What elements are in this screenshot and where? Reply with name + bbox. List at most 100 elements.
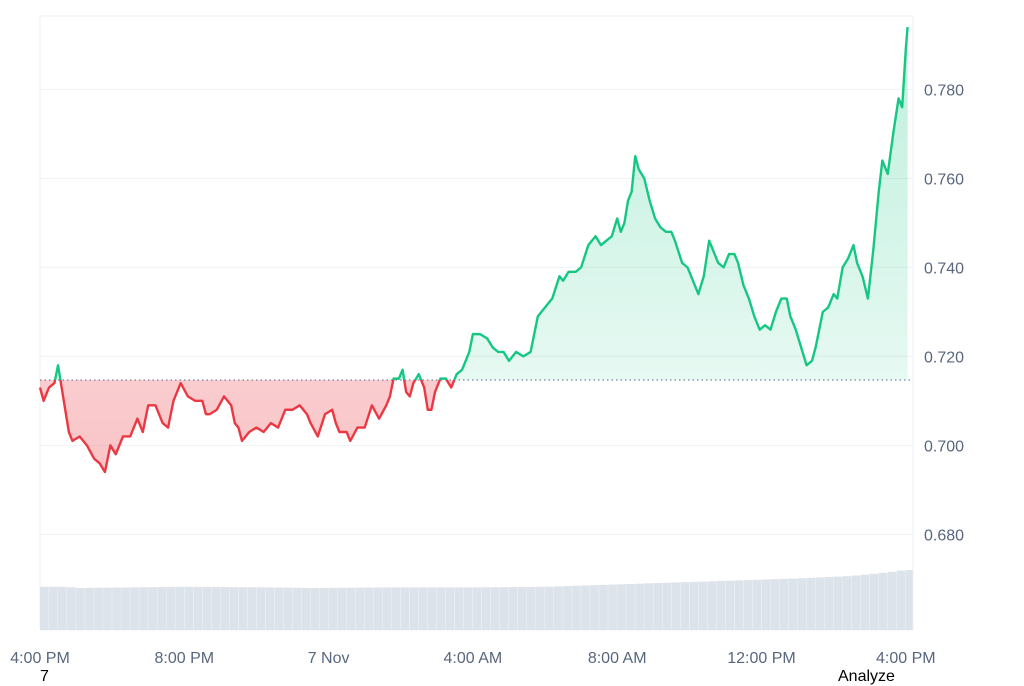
- volume-bar: [508, 587, 518, 630]
- area-above-baseline: [40, 27, 908, 380]
- volume-bar: [400, 587, 410, 630]
- footer-left-text: 7: [40, 668, 49, 685]
- price-lines: [38, 27, 909, 474]
- x-tick-label: 7 Nov: [308, 650, 350, 667]
- volume-bar: [220, 587, 230, 630]
- volume-bar: [112, 587, 121, 630]
- volume-bar: [869, 573, 879, 630]
- volume-bar: [211, 587, 221, 630]
- volume-bar: [184, 586, 194, 630]
- volume-bar: [527, 586, 536, 630]
- volume-bar: [770, 579, 780, 630]
- volume-bar: [554, 586, 563, 630]
- volume-bar: [698, 581, 708, 630]
- volume-bar: [590, 585, 599, 630]
- volume-bar: [788, 578, 798, 630]
- volume-bar: [148, 587, 157, 630]
- volume-bar: [427, 587, 437, 630]
- volume-bar: [572, 585, 581, 630]
- volume-bar: [463, 587, 473, 630]
- volume-bar: [355, 587, 365, 630]
- volume-bar: [103, 587, 112, 630]
- volume-bar: [490, 587, 500, 630]
- volume-bar: [301, 587, 311, 630]
- volume-bar: [157, 587, 166, 630]
- volume-bar: [238, 587, 248, 630]
- price-line-down: [38, 379, 456, 474]
- volume-bar: [563, 586, 572, 630]
- volume-bar: [617, 584, 626, 630]
- volume-bar: [635, 583, 644, 630]
- y-tick-label: 0.780: [924, 82, 964, 99]
- volume-bar: [382, 587, 392, 630]
- volume-bar: [517, 586, 527, 630]
- volume-bar: [887, 571, 897, 630]
- volume-bar: [256, 587, 266, 630]
- volume-bar: [445, 587, 455, 630]
- volume-bar: [806, 577, 816, 630]
- x-tick-label: 8:00 AM: [588, 650, 647, 667]
- volume-bar: [310, 587, 320, 630]
- volume-bar: [346, 587, 356, 630]
- volume-bar: [536, 586, 545, 630]
- x-tick-label: 8:00 PM: [155, 650, 215, 667]
- volume-bar: [139, 587, 148, 630]
- analyze-link[interactable]: Analyze: [838, 668, 895, 685]
- volume-bar: [860, 574, 870, 630]
- volume-bar: [58, 586, 67, 630]
- volume-bar: [671, 582, 681, 630]
- volume-bar: [905, 570, 913, 630]
- y-tick-label: 0.760: [924, 171, 964, 188]
- volume-bar: [824, 577, 834, 630]
- volume-bar: [283, 587, 293, 630]
- price-line-up: [53, 27, 909, 380]
- volume-bar: [364, 587, 374, 630]
- volume-bar: [94, 587, 103, 630]
- y-tick-label: 0.720: [924, 349, 964, 366]
- volume-bars: [40, 570, 913, 630]
- volume-bar: [779, 578, 789, 630]
- volume-bar: [454, 587, 464, 630]
- volume-bar: [409, 587, 419, 630]
- x-tick-label: 12:00 PM: [727, 650, 795, 667]
- volume-bar: [878, 572, 888, 630]
- volume-bar: [418, 587, 428, 630]
- volume-bar: [175, 586, 184, 630]
- volume-bar: [130, 587, 139, 630]
- volume-bar: [247, 587, 257, 630]
- y-tick-label: 0.680: [924, 527, 964, 544]
- volume-bar: [85, 587, 94, 630]
- y-tick-label: 0.740: [924, 260, 964, 277]
- volume-bar: [851, 575, 861, 630]
- volume-bar: [662, 582, 672, 630]
- volume-bar: [49, 586, 58, 630]
- x-axis: 4:00 PM 8:00 PM 7 Nov 4:00 AM 8:00 AM 12:00 P…: [10, 650, 935, 667]
- volume-bar: [202, 586, 212, 630]
- volume-bar: [743, 580, 753, 630]
- volume-bar: [319, 587, 329, 630]
- volume-bar: [761, 579, 771, 630]
- volume-bar: [689, 581, 699, 630]
- volume-bar: [725, 580, 735, 630]
- volume-bar: [707, 581, 717, 630]
- volume-bar: [328, 587, 338, 630]
- volume-bar: [67, 587, 76, 630]
- volume-bar: [76, 587, 85, 630]
- x-tick-label: 4:00 PM: [10, 650, 70, 667]
- volume-bar: [472, 587, 482, 630]
- volume-bar: [626, 583, 635, 630]
- area-fill: [40, 27, 908, 473]
- volume-bar: [815, 577, 825, 630]
- volume-bar: [193, 586, 203, 630]
- volume-bar: [436, 587, 446, 630]
- volume-bar: [265, 587, 275, 630]
- area-below-baseline: [40, 379, 455, 473]
- volume-bar: [797, 578, 807, 630]
- volume-bar: [833, 576, 843, 630]
- volume-bar: [716, 580, 726, 630]
- volume-bar: [896, 570, 906, 630]
- volume-bar: [274, 587, 284, 630]
- volume-bar: [229, 587, 239, 630]
- volume-bar: [40, 586, 49, 630]
